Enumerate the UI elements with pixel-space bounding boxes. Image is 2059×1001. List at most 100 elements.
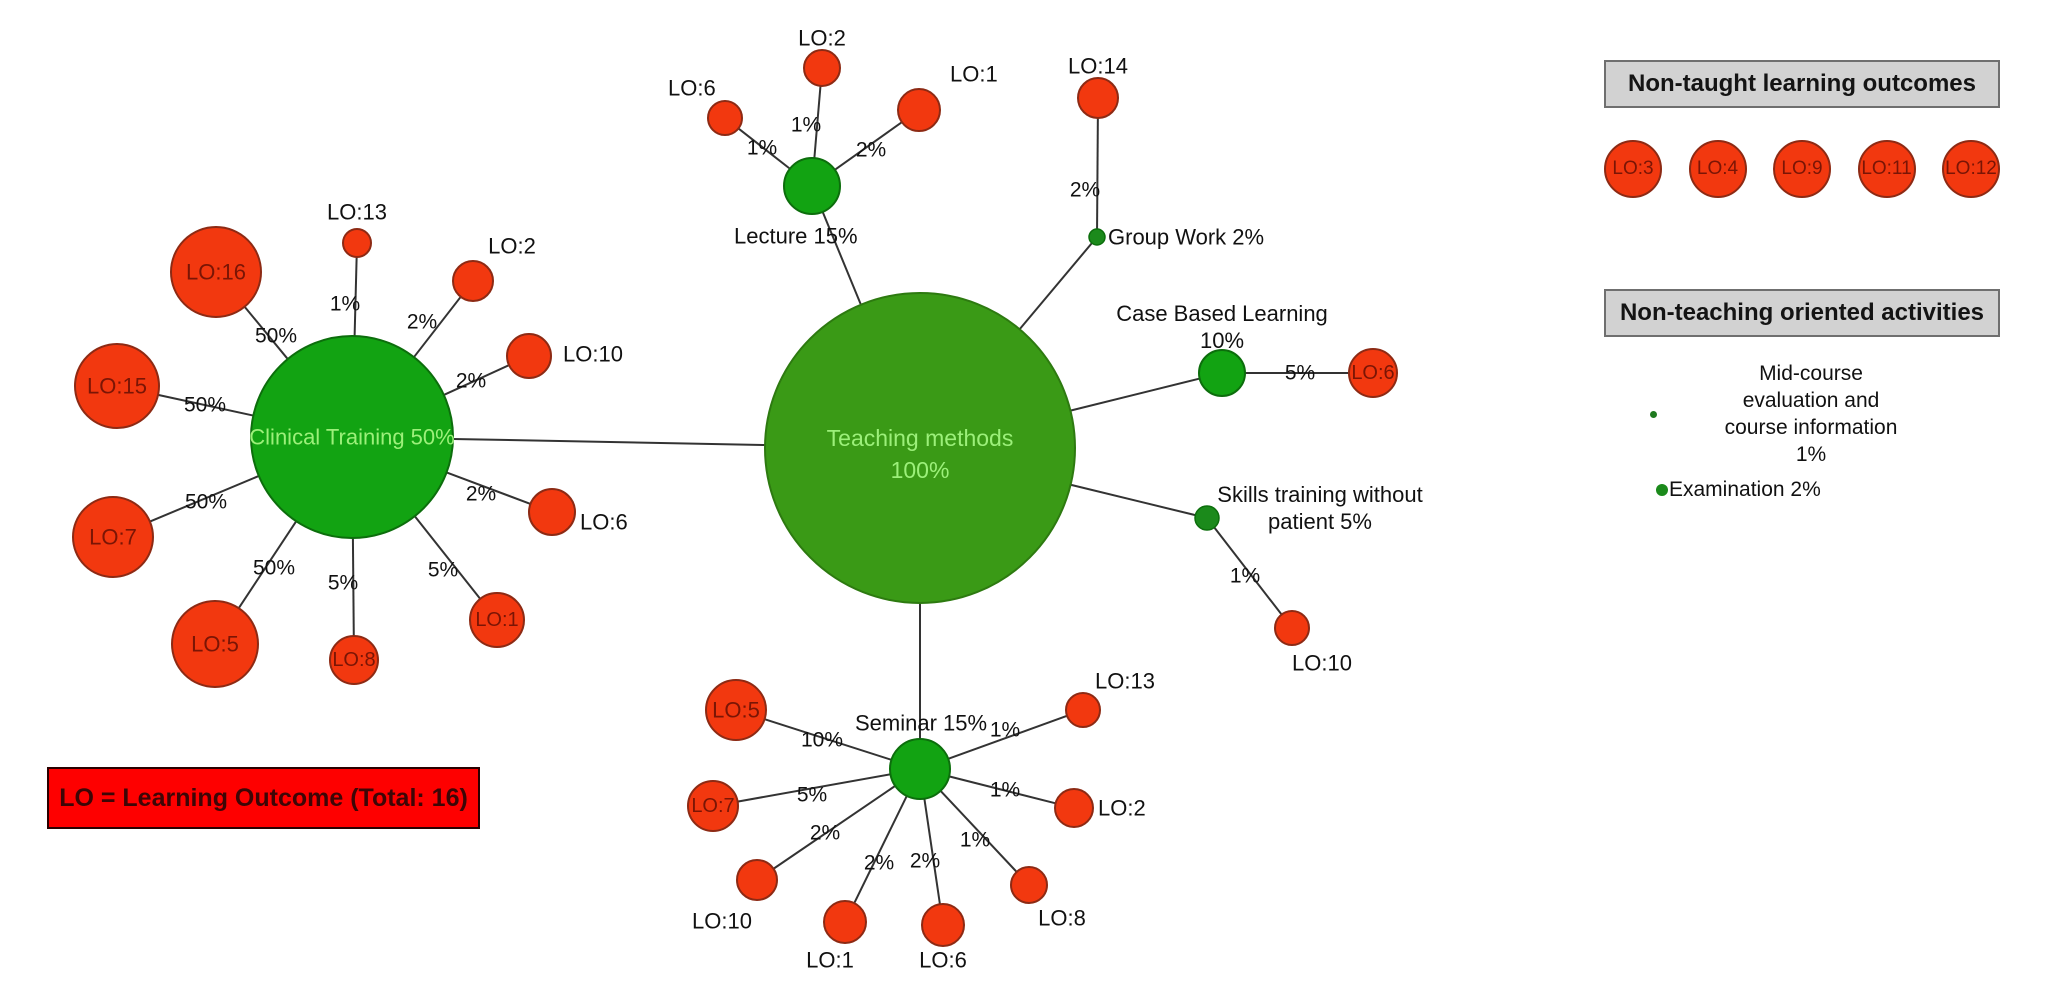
learning-outcome-node <box>170 226 262 318</box>
legend-lo-circle: LO:12 <box>1942 140 2000 198</box>
learning-outcome-node <box>803 49 841 87</box>
edge-percent-label: 50% <box>253 557 295 580</box>
teaching-method-label-line1: Case Based Learning <box>1116 301 1328 326</box>
edge-method-to-outcome <box>737 127 791 170</box>
edge-method-to-outcome <box>149 475 260 523</box>
activity-mid-course-evaluation: Mid-course evaluation and course informa… <box>1650 360 1980 468</box>
hub-label-value: 100% <box>891 457 950 483</box>
edge-method-to-outcome <box>351 537 355 637</box>
hub-node <box>764 292 1076 604</box>
activity-examination-label: Examination 2% <box>1669 478 1821 501</box>
learning-outcome-label: LO:2 <box>798 26 846 51</box>
teaching-method-label: Lecture 15% <box>734 224 858 249</box>
hub-label: Teaching methods 100% <box>827 425 1014 483</box>
learning-outcome-label: LO:2 <box>1098 796 1146 821</box>
learning-outcome-node <box>171 600 259 688</box>
edge-method-to-outcome <box>413 515 482 600</box>
edge-method-to-outcome <box>446 471 531 505</box>
learning-outcome-label: LO:1 <box>806 948 854 973</box>
edge-percent-label: 1% <box>1230 565 1260 588</box>
teaching-method-label: Seminar 15% <box>855 711 987 736</box>
edge-percent-label: 10% <box>801 729 843 752</box>
legend-non-taught-outcomes: LO:3 LO:4 LO:9 LO:11 LO:12 <box>1604 138 2000 200</box>
edge-method-to-outcome <box>737 773 891 803</box>
learning-outcome-node <box>528 488 576 536</box>
edge-method-to-outcome <box>834 121 903 171</box>
learning-outcome-node <box>921 903 965 947</box>
edge-method-to-outcome <box>443 364 510 396</box>
edge-method-to-outcome <box>947 714 1068 760</box>
edge-hub-to-method <box>452 437 766 446</box>
learning-outcome-node <box>1010 866 1048 904</box>
learning-outcome-label: LO:7 <box>89 525 137 550</box>
learning-outcome-node <box>342 228 372 258</box>
teaching-method-node <box>250 335 454 539</box>
edge-method-to-outcome <box>772 785 896 870</box>
learning-outcome-node <box>687 780 739 832</box>
edge-method-to-outcome <box>764 718 892 761</box>
learning-outcome-label: LO:10 <box>692 909 752 934</box>
learning-outcome-label: LO:13 <box>327 200 387 225</box>
learning-outcome-node <box>329 635 379 685</box>
teaching-method-label-line1: Skills training without <box>1217 482 1422 507</box>
learning-outcome-node <box>736 859 778 901</box>
learning-outcome-node <box>72 496 154 578</box>
edge-percent-label: 50% <box>185 491 227 514</box>
edge-percent-label: 5% <box>797 784 827 807</box>
edge-hub-to-method <box>821 211 862 306</box>
edge-percent-label: 2% <box>466 483 496 506</box>
small-green-dot-icon <box>1650 410 1657 418</box>
learning-outcome-label: LO:8 <box>332 649 375 671</box>
legend-lo-circle: LO:9 <box>1773 140 1831 198</box>
learning-outcome-label: LO:10 <box>1292 651 1352 676</box>
teaching-method-node <box>1088 228 1106 246</box>
edge-method-to-outcome <box>1096 117 1099 230</box>
learning-outcome-label: LO:14 <box>1068 54 1128 79</box>
learning-outcome-label: LO:5 <box>712 698 760 723</box>
learning-outcome-label: LO:1 <box>475 609 518 631</box>
learning-outcome-node <box>1065 692 1101 728</box>
learning-outcome-label: LO:7 <box>691 795 734 817</box>
edge-method-to-outcome <box>923 798 941 905</box>
learning-outcome-node <box>705 679 767 741</box>
edge-percent-label: 5% <box>328 572 358 595</box>
teaching-method-node <box>1198 349 1246 397</box>
learning-outcome-label: LO:2 <box>488 234 536 259</box>
edge-percent-label: 1% <box>747 137 777 160</box>
legend-lo-circle: LO:4 <box>1688 140 1747 198</box>
learning-outcome-node <box>707 100 743 136</box>
edge-percent-label: 50% <box>184 394 226 417</box>
learning-outcome-label: LO:8 <box>1038 906 1086 931</box>
learning-outcome-label: LO:6 <box>668 76 716 101</box>
edge-method-to-outcome <box>413 296 462 358</box>
edge-percent-label: 1% <box>330 293 360 316</box>
edge-percent-label: 2% <box>1070 179 1100 202</box>
edge-percent-label: 2% <box>910 850 940 873</box>
edge-percent-label: 2% <box>456 370 486 393</box>
legend-non-taught-title: Non-taught learning outcomes <box>1604 60 2000 108</box>
edge-method-to-outcome <box>948 775 1056 805</box>
edge-method-to-outcome <box>1213 526 1283 616</box>
learning-outcome-node <box>897 88 941 132</box>
learning-outcome-label: LO:15 <box>87 374 147 399</box>
edge-method-to-outcome <box>853 795 908 904</box>
edge-method-to-outcome <box>939 790 1018 873</box>
learning-outcome-node <box>74 343 160 429</box>
learning-outcome-label: LO:1 <box>950 62 998 87</box>
edge-percent-label: 50% <box>255 325 297 348</box>
labels-layer: 1% 1% 2% 2% 5% 1% 10% 5% 2% 2% 2% 1% 1% 1% 50% 1% 2% 2% 50… <box>87 26 1423 973</box>
learning-outcome-label: LO:10 <box>563 342 623 367</box>
teaching-method-node <box>1194 505 1220 531</box>
teaching-method-label: Case Based Learning 10% <box>1116 301 1328 353</box>
teaching-method-label: Skills training without patient 5% <box>1217 482 1422 534</box>
learning-outcome-key: LO = Learning Outcome (Total: 16) <box>47 767 480 829</box>
edge-percent-label: 2% <box>864 852 894 875</box>
teaching-method-label: Clinical Training 50% <box>249 425 454 450</box>
edge-percent-label: 5% <box>428 559 458 582</box>
edge-percent-label: 1% <box>990 779 1020 802</box>
edge-hub-to-method <box>1070 377 1200 412</box>
nodes-layer <box>72 49 1398 947</box>
legend-non-teaching-items: Mid-course evaluation and course informa… <box>1604 350 2000 501</box>
